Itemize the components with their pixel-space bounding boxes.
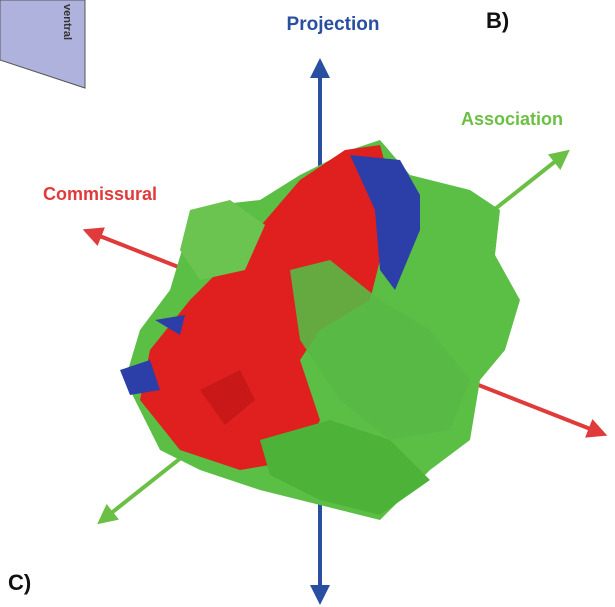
commissural-label: Commissural bbox=[43, 184, 157, 204]
fiber-bundle bbox=[120, 140, 520, 520]
ventral-label: ventral bbox=[61, 4, 73, 40]
panel-label: C) bbox=[8, 570, 31, 595]
projection-label: Projection bbox=[287, 14, 380, 35]
panel-label: B) bbox=[486, 8, 509, 33]
association-label: Association bbox=[461, 109, 563, 129]
inset-panel: ventral bbox=[0, 0, 85, 88]
figure: ventral Projection Association Commissur… bbox=[0, 0, 615, 607]
